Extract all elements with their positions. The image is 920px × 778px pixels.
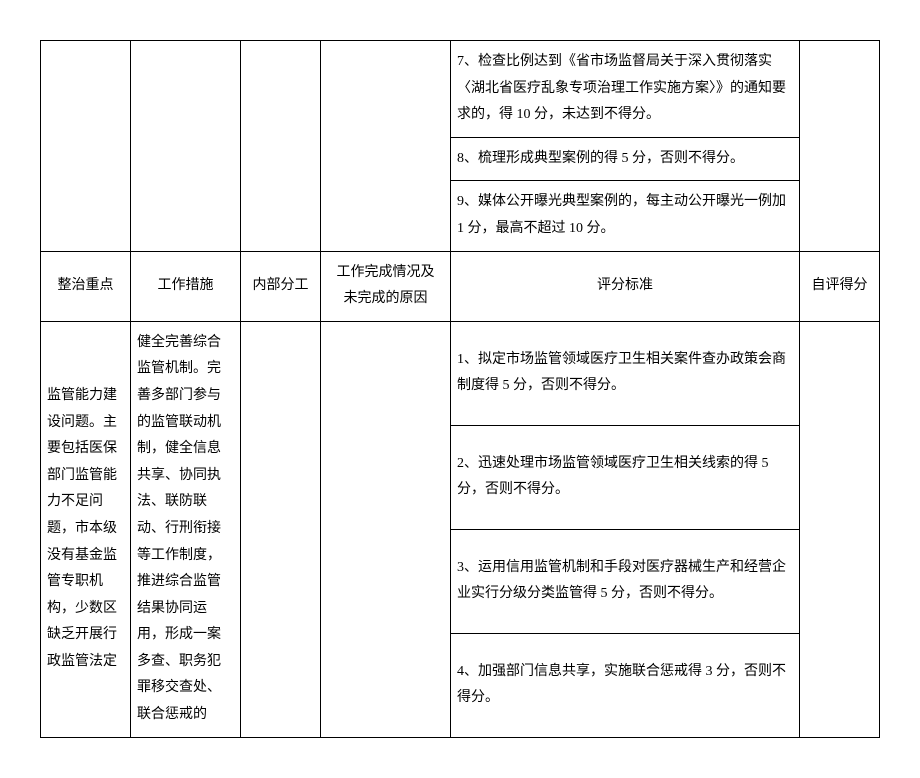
cell-empty — [321, 321, 451, 737]
cell-empty — [321, 41, 451, 252]
header-division: 内部分工 — [241, 251, 321, 321]
cell-empty — [131, 41, 241, 252]
evaluation-table: 7、检查比例达到《省市场监督局关于深入贯彻落实〈湖北省医疗乱象专项治理工作实施方… — [40, 40, 880, 738]
table-row: 监管能力建设问题。主要包括医保部门监管能力不足问题，市本级没有基金监管专职机构，… — [41, 321, 880, 425]
cell-empty — [41, 41, 131, 252]
cell-empty — [241, 41, 321, 252]
criteria-cell: 3、运用信用监管机制和手段对医疗器械生产和经营企业实行分级分类监管得 5 分，否… — [451, 529, 800, 633]
focus-cell: 监管能力建设问题。主要包括医保部门监管能力不足问题，市本级没有基金监管专职机构，… — [41, 321, 131, 737]
header-score: 自评得分 — [800, 251, 880, 321]
header-measures: 工作措施 — [131, 251, 241, 321]
header-completion-line1: 工作完成情况及 — [327, 260, 444, 287]
cell-empty — [241, 321, 321, 737]
criteria-cell: 7、检查比例达到《省市场监督局关于深入贯彻落实〈湖北省医疗乱象专项治理工作实施方… — [451, 41, 800, 138]
header-completion: 工作完成情况及 未完成的原因 — [321, 251, 451, 321]
cell-empty — [800, 321, 880, 737]
table-header-row: 整治重点 工作措施 内部分工 工作完成情况及 未完成的原因 评分标准 自评得分 — [41, 251, 880, 321]
criteria-cell: 4、加强部门信息共享，实施联合惩戒得 3 分，否则不得分。 — [451, 633, 800, 737]
criteria-cell: 2、迅速处理市场监管领域医疗卫生相关线索的得 5 分，否则不得分。 — [451, 425, 800, 529]
header-focus: 整治重点 — [41, 251, 131, 321]
criteria-cell: 1、拟定市场监管领域医疗卫生相关案件查办政策会商制度得 5 分，否则不得分。 — [451, 321, 800, 425]
criteria-cell: 8、梳理形成典型案例的得 5 分，否则不得分。 — [451, 137, 800, 181]
table-row: 7、检查比例达到《省市场监督局关于深入贯彻落实〈湖北省医疗乱象专项治理工作实施方… — [41, 41, 880, 138]
criteria-cell: 9、媒体公开曝光典型案例的，每主动公开曝光一例加 1 分，最高不超过 10 分。 — [451, 181, 800, 251]
measures-cell: 健全完善综合监管机制。完善多部门参与的监管联动机制，健全信息共享、协同执法、联防… — [131, 321, 241, 737]
cell-empty — [800, 41, 880, 252]
header-completion-line2: 未完成的原因 — [327, 286, 444, 313]
header-criteria: 评分标准 — [451, 251, 800, 321]
